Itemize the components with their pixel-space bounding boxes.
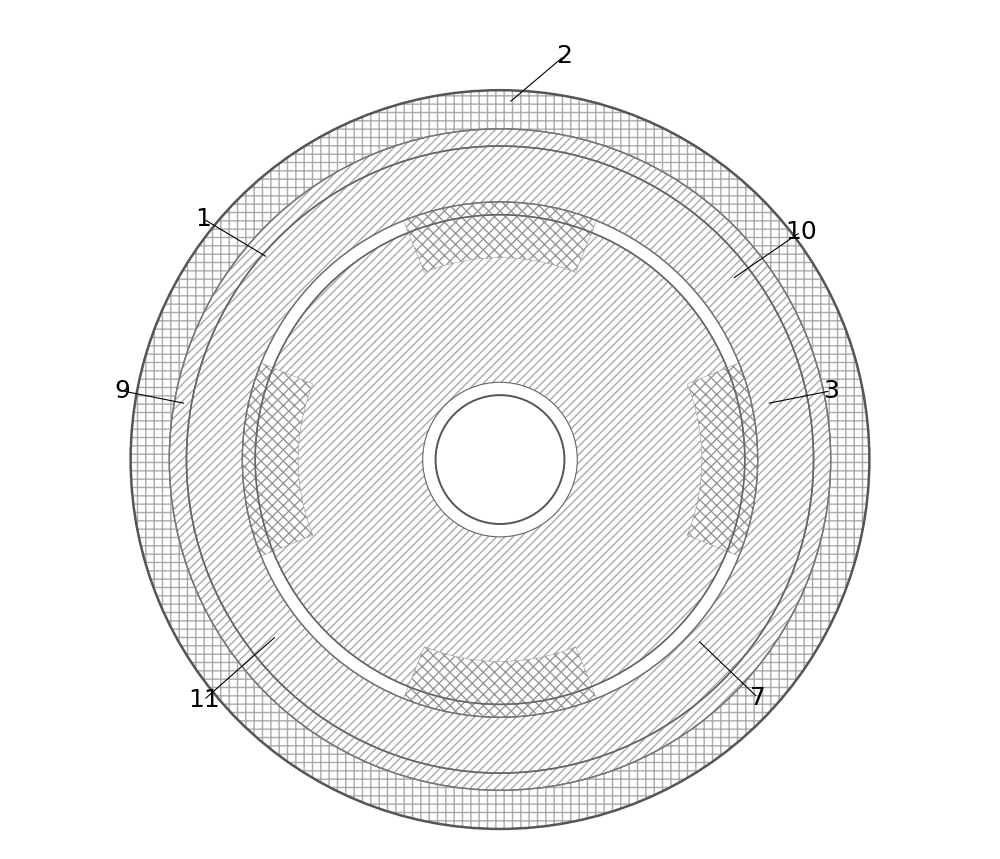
Circle shape [436, 395, 564, 524]
Wedge shape [403, 202, 597, 272]
Wedge shape [687, 363, 758, 556]
Wedge shape [403, 647, 597, 717]
Wedge shape [255, 215, 745, 704]
Text: 10: 10 [785, 220, 817, 244]
Text: 3: 3 [823, 379, 839, 403]
Text: 1: 1 [196, 207, 212, 231]
Wedge shape [131, 90, 869, 829]
Wedge shape [242, 363, 313, 556]
Text: 7: 7 [750, 685, 766, 710]
Circle shape [423, 382, 577, 537]
Circle shape [436, 395, 564, 524]
Text: 2: 2 [556, 44, 572, 68]
Wedge shape [242, 202, 758, 717]
Text: 9: 9 [114, 379, 130, 403]
Wedge shape [186, 146, 814, 773]
Text: 11: 11 [188, 688, 220, 712]
Wedge shape [169, 129, 831, 790]
